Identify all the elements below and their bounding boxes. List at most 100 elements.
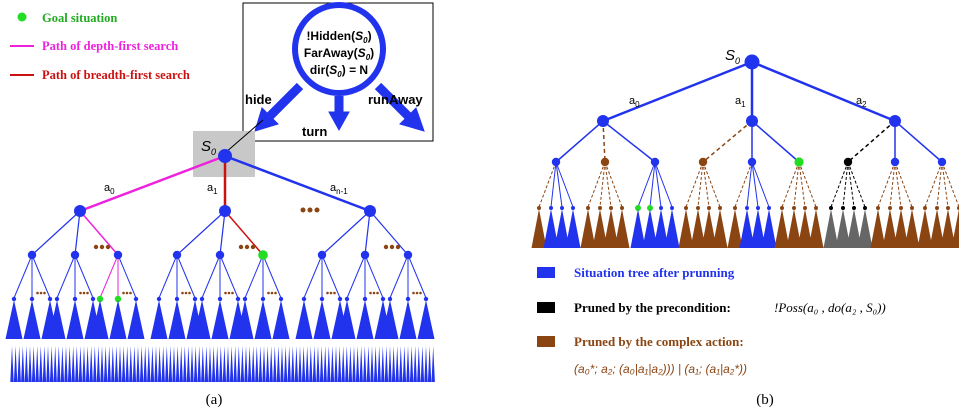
leaf-spike <box>251 346 255 382</box>
level1-edge <box>751 60 896 123</box>
subtree-triangle <box>823 209 839 248</box>
tree-node <box>890 157 900 167</box>
subtree-triangle <box>211 300 229 339</box>
leaf-spike <box>161 346 165 382</box>
subtree-triangle <box>835 209 851 248</box>
leaf-spike <box>57 346 61 382</box>
tree-node <box>301 296 307 302</box>
tree-node <box>560 206 564 210</box>
tree-node <box>698 157 708 167</box>
leaf-spike <box>247 346 252 382</box>
subtree-triangle <box>193 300 211 339</box>
leaf-spike <box>107 346 111 382</box>
leaf-spike <box>24 346 29 382</box>
goal-node <box>635 205 641 211</box>
level3-ellipsis <box>129 291 132 295</box>
level3-edge <box>74 254 94 299</box>
leaf-spike <box>139 346 144 382</box>
level2-edge <box>555 120 604 163</box>
leaf-spike <box>100 346 104 382</box>
level1-ellipsis <box>307 207 313 213</box>
hide-arrow-shaft <box>264 82 304 122</box>
caption-b: (b) <box>756 392 774 408</box>
tree-node <box>792 206 796 210</box>
subtree-triangle <box>295 300 313 339</box>
tree-node <box>47 296 53 302</box>
hide-arrow-head <box>254 107 279 132</box>
leaf-spike <box>240 346 245 382</box>
leaf-spike <box>42 346 47 382</box>
leaf-spike <box>132 346 137 382</box>
leaf-spike <box>233 346 237 382</box>
level2-edge <box>702 120 753 163</box>
runaway-arrow-head <box>399 107 425 132</box>
level3-edge <box>941 161 949 208</box>
level3-ellipsis <box>188 291 191 295</box>
level1-node <box>364 205 376 217</box>
leaf-spike <box>323 346 327 382</box>
level3-edge <box>702 161 721 208</box>
leaf-spike <box>431 346 435 382</box>
subtree-triangle <box>338 300 356 339</box>
subtree-triangle <box>761 209 777 248</box>
level3-ellipsis <box>270 291 274 295</box>
level3-edge <box>303 254 323 299</box>
leaf-spike <box>190 346 194 382</box>
leaf-spike <box>258 346 263 382</box>
subtree-triangle <box>904 209 920 248</box>
leaf-spike <box>283 346 288 382</box>
level2-ellipsis <box>244 244 250 250</box>
legend-goal-label: Goal situation <box>42 11 117 25</box>
tree-node <box>549 206 553 210</box>
leaf-spike <box>13 346 18 382</box>
tree-node <box>650 157 660 167</box>
subtree-triangle <box>272 300 290 339</box>
subtree-triangle <box>630 209 646 248</box>
level3-ellipsis <box>267 291 270 295</box>
level3-edge <box>555 161 574 208</box>
level3-ellipsis <box>372 291 376 295</box>
root-node <box>218 149 232 163</box>
subtree-triangle <box>399 300 417 339</box>
level2-edge <box>31 210 81 256</box>
tree-node <box>172 250 182 260</box>
leaf-spike <box>237 346 241 382</box>
root-node <box>744 54 760 70</box>
subtree-triangle <box>5 300 23 339</box>
level3-edge <box>389 254 409 299</box>
subtree-triangle <box>653 209 669 248</box>
leaf-spike <box>388 346 392 382</box>
tree-node <box>910 206 914 210</box>
tree-node <box>609 206 613 210</box>
level2-edge <box>219 210 226 256</box>
leaf-spike <box>352 346 356 382</box>
leaf-spike <box>35 346 39 382</box>
level3-edge <box>746 161 753 208</box>
leaf-spike <box>384 346 389 382</box>
level2-ellipsis <box>383 244 389 250</box>
tree-node <box>72 296 78 302</box>
leaf-spike <box>53 346 57 382</box>
tree-node <box>337 296 343 302</box>
subtree-triangle <box>786 209 802 248</box>
leaf-spike <box>172 346 176 382</box>
leaf-spike <box>10 346 14 382</box>
tree-node <box>935 206 939 210</box>
leaf-spike <box>424 346 428 382</box>
fluent-dir: dir(S0) = N <box>310 63 368 79</box>
runaway-arrow-shaft <box>374 82 414 122</box>
tree-node <box>11 296 17 302</box>
tree-node <box>551 157 561 167</box>
level3-edge <box>751 161 770 208</box>
level3-edge <box>176 254 196 299</box>
leaf-spike <box>348 346 353 382</box>
tree-node <box>217 296 223 302</box>
leaf-spike <box>402 346 407 382</box>
level3-edge <box>219 254 239 299</box>
level2-ellipsis <box>99 244 105 250</box>
subtree-triangle <box>254 300 272 339</box>
subtree-triangle <box>543 209 559 248</box>
level2-edge <box>364 210 371 256</box>
leaf-spike <box>316 346 320 382</box>
tree-node <box>767 206 771 210</box>
